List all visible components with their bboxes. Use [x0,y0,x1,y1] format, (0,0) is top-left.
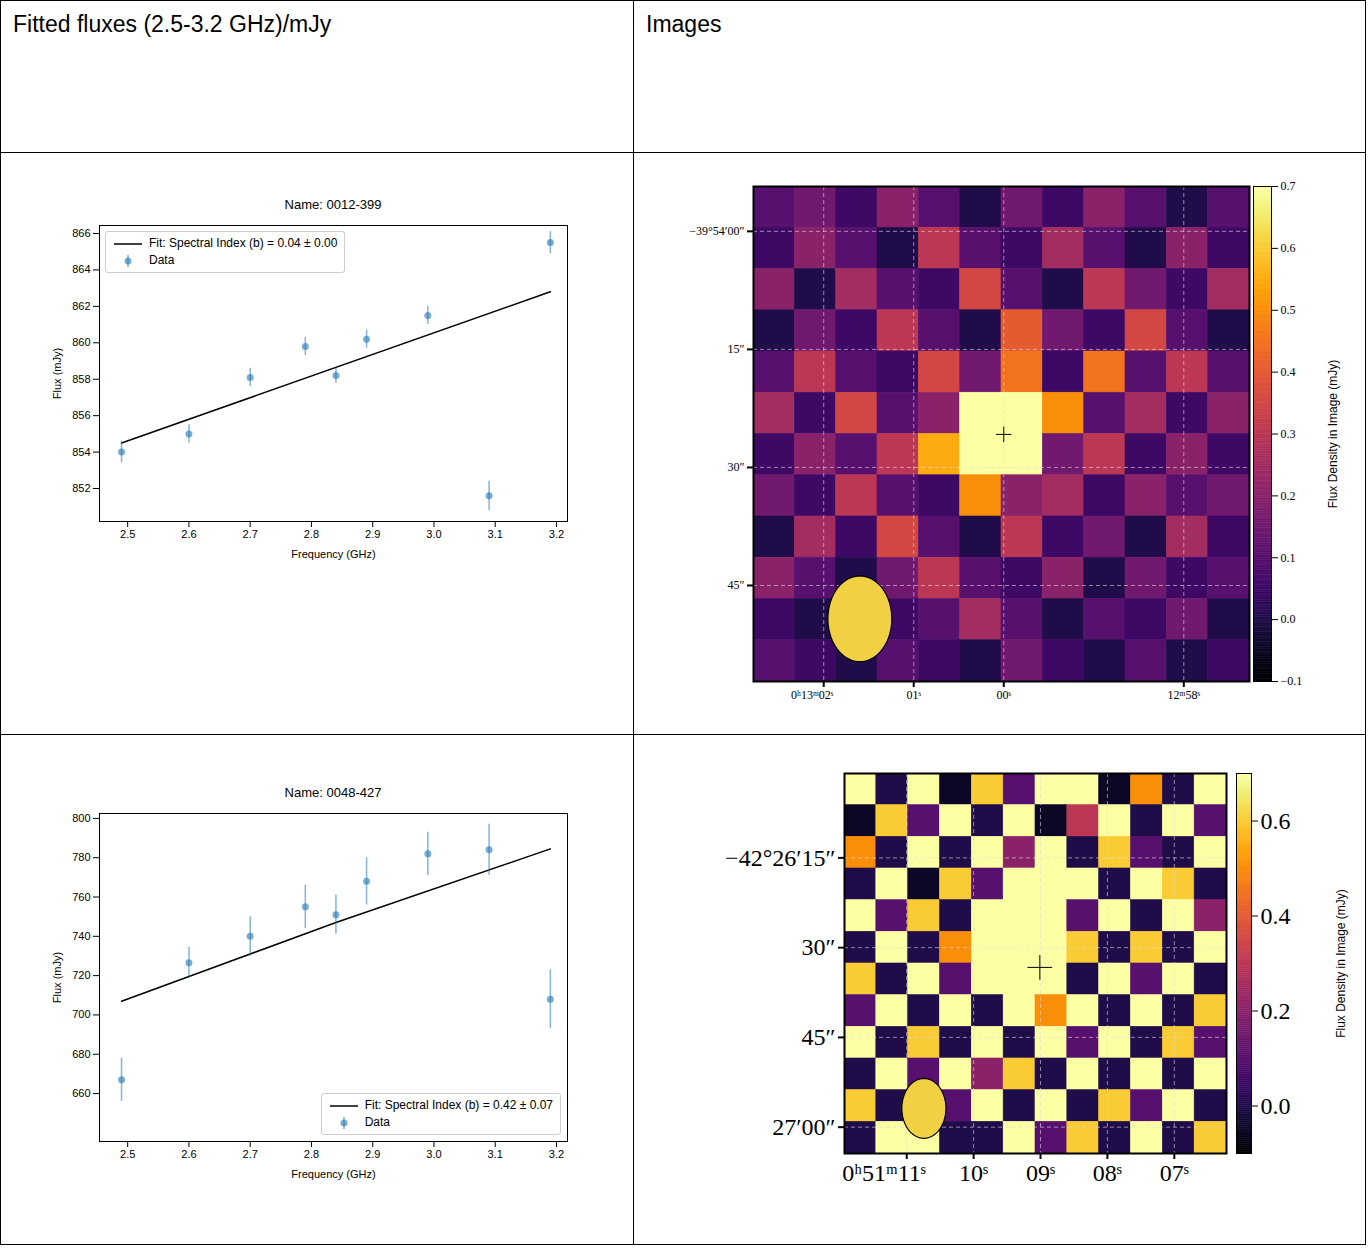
svg-text:800: 800 [72,812,90,824]
svg-text:3.2: 3.2 [549,528,564,540]
svg-text:720: 720 [72,969,90,981]
svg-text:2.9: 2.9 [365,1148,380,1160]
svg-text:00ˢ: 00ˢ [996,688,1011,702]
svg-text:−0.1: −0.1 [1281,674,1303,688]
svg-text:0ʰ51ᵐ11ˢ: 0ʰ51ᵐ11ˢ [842,1160,926,1186]
svg-text:2.6: 2.6 [181,1148,196,1160]
svg-text:866: 866 [72,227,90,239]
html-text:Data: Data [364,1115,390,1129]
svg-text:30″: 30″ [802,934,836,960]
svg-text:2.9: 2.9 [365,528,380,540]
svg-text:0.2: 0.2 [1261,998,1291,1024]
svg-text:27′00″: 27′00″ [772,1114,835,1140]
svg-text:−42°26′15″: −42°26′15″ [725,845,835,871]
svg-text:2.8: 2.8 [304,1148,319,1160]
svg-text:2.5: 2.5 [120,528,135,540]
svg-text:0ʰ13ᵐ02ˢ: 0ʰ13ᵐ02ˢ [791,688,834,702]
svg-text:0.4: 0.4 [1261,903,1291,929]
svg-text:08ˢ: 08ˢ [1093,1160,1122,1186]
svg-text:2.7: 2.7 [243,528,258,540]
html-text:Fit: Spectral Index (b) = 0.42: Fit: Spectral Index (b) = 0.42 ± 0.07 [364,1098,553,1112]
svg-text:2.5: 2.5 [120,1148,135,1160]
svg-text:3.1: 3.1 [488,528,503,540]
svg-text:0.0: 0.0 [1281,612,1296,626]
svg-text:45″: 45″ [802,1024,836,1050]
svg-text:−39°54′00″: −39°54′00″ [689,224,744,238]
svg-text:3.2: 3.2 [549,1148,564,1160]
svg-text:01ˢ: 01ˢ [906,688,921,702]
svg-text:09ˢ: 09ˢ [1026,1160,1055,1186]
svg-text:864: 864 [72,263,90,275]
svg-text:660: 660 [72,1087,90,1099]
svg-text:856: 856 [72,409,90,421]
svg-text:45″: 45″ [728,578,745,592]
svg-text:0.6: 0.6 [1281,241,1296,255]
svg-text:0.1: 0.1 [1281,551,1296,565]
svg-text:760: 760 [72,891,90,903]
svg-text:780: 780 [72,851,90,863]
svg-text:858: 858 [72,373,90,385]
svg-text:0.3: 0.3 [1281,427,1296,441]
html-text:Name: 0012-399: Name: 0012-399 [284,197,382,212]
svg-text:700: 700 [72,1008,90,1020]
svg-text:3.1: 3.1 [488,1148,503,1160]
svg-text:2.7: 2.7 [243,1148,258,1160]
svg-text:Flux (mJy): Flux (mJy) [51,952,63,1003]
svg-text:15″: 15″ [728,342,745,356]
svg-text:10ˢ: 10ˢ [959,1160,988,1186]
html-text:Name: 0048-427: Name: 0048-427 [284,785,382,800]
svg-text:852: 852 [72,482,90,494]
html-text:Images: Images [646,11,722,37]
svg-text:Flux Density in Image (mJy): Flux Density in Image (mJy) [1334,889,1348,1038]
svg-text:3.0: 3.0 [426,1148,441,1160]
svg-text:0.5: 0.5 [1281,303,1296,317]
svg-text:0.6: 0.6 [1261,808,1291,834]
svg-text:0.7: 0.7 [1281,179,1296,193]
svg-text:Flux (mJy): Flux (mJy) [51,348,63,399]
svg-text:862: 862 [72,300,90,312]
svg-text:Frequency (GHz): Frequency (GHz) [291,1168,375,1180]
svg-text:Frequency (GHz): Frequency (GHz) [291,548,375,560]
svg-text:860: 860 [72,336,90,348]
svg-text:2.6: 2.6 [181,528,196,540]
svg-text:0.2: 0.2 [1281,489,1296,503]
svg-text:0.4: 0.4 [1281,365,1296,379]
svg-text:2.8: 2.8 [304,528,319,540]
svg-text:680: 680 [72,1048,90,1060]
svg-text:Flux Density in Image (mJy): Flux Density in Image (mJy) [1326,360,1340,509]
svg-text:740: 740 [72,930,90,942]
svg-text:3.0: 3.0 [426,528,441,540]
svg-text:854: 854 [72,446,90,458]
html-text:Fit: Spectral Index (b) = 0.04: Fit: Spectral Index (b) = 0.04 ± 0.00 [149,236,338,250]
svg-text:12ᵐ58ˢ: 12ᵐ58ˢ [1168,688,1201,702]
html-text:Fitted fluxes (2.5-3.2 GHz)/mJ: Fitted fluxes (2.5-3.2 GHz)/mJy [13,11,332,37]
html-text:Data: Data [149,253,175,267]
svg-text:0.0: 0.0 [1261,1093,1291,1119]
svg-text:07ˢ: 07ˢ [1160,1160,1189,1186]
svg-text:30″: 30″ [728,460,745,474]
